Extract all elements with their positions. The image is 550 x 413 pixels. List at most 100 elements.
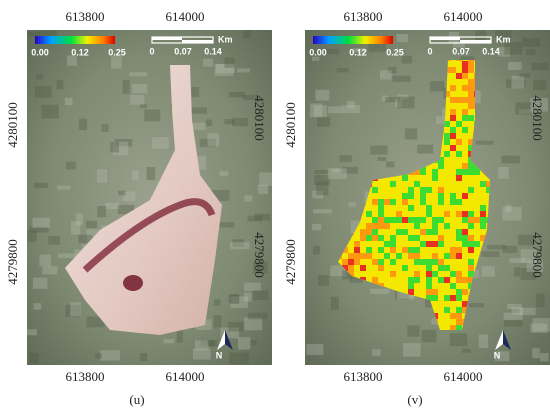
terrain-texture — [348, 202, 356, 207]
terrain-texture — [313, 245, 321, 255]
terrain-texture — [48, 236, 61, 245]
index-cell — [408, 289, 414, 295]
terrain-texture — [259, 172, 273, 186]
index-cell — [408, 217, 414, 223]
index-cell — [408, 283, 414, 289]
scale-unit: Km — [496, 34, 511, 44]
index-cell — [462, 277, 468, 283]
terrain-texture — [353, 48, 365, 53]
terrain-texture — [396, 288, 414, 300]
index-cell — [480, 235, 486, 241]
index-cell — [456, 271, 462, 277]
terrain-texture — [144, 109, 161, 122]
index-cell — [360, 265, 366, 271]
index-cell — [372, 235, 378, 241]
index-cell — [462, 229, 468, 235]
index-cell — [456, 253, 462, 259]
index-cell — [468, 265, 474, 271]
terrain-texture — [140, 103, 147, 109]
scale-label: 0.14 — [482, 46, 500, 56]
terrain-texture — [533, 79, 547, 91]
terrain-texture — [131, 83, 148, 94]
terrain-texture — [32, 217, 50, 228]
index-cell — [366, 253, 372, 259]
terrain-texture — [396, 33, 409, 43]
scale-label: 0.14 — [204, 46, 222, 56]
index-cell — [450, 193, 456, 199]
index-cell — [456, 211, 462, 217]
index-cell — [414, 253, 420, 259]
terrain-texture — [330, 265, 346, 277]
terrain-texture — [498, 167, 509, 179]
index-cell — [438, 235, 444, 241]
index-cell — [408, 187, 414, 193]
terrain-texture — [101, 124, 109, 132]
terrain-texture — [503, 319, 523, 327]
index-cell — [426, 289, 432, 295]
index-cell — [438, 193, 444, 199]
index-cell — [438, 277, 444, 283]
terrain-texture — [29, 352, 39, 364]
index-cell — [462, 115, 468, 121]
index-cell — [432, 271, 438, 277]
index-cell — [462, 67, 468, 73]
index-cell — [354, 259, 360, 265]
terrain-texture — [395, 98, 403, 108]
terrain-texture — [525, 49, 536, 55]
index-cell — [378, 259, 384, 265]
y-coordinate: 4279800 — [283, 239, 298, 285]
terrain-texture — [314, 174, 330, 186]
index-cell — [360, 253, 366, 259]
index-cell — [432, 241, 438, 247]
terrain-texture — [502, 206, 522, 221]
index-cell — [450, 115, 456, 121]
terrain-texture — [342, 270, 353, 280]
index-cell — [468, 115, 474, 121]
terrain-texture — [163, 339, 174, 344]
terrain-texture — [536, 293, 545, 308]
scale-label: 0.07 — [452, 46, 470, 56]
colorbar-label: 0.12 — [349, 47, 367, 57]
index-cell — [450, 247, 456, 253]
index-cell — [390, 247, 396, 253]
index-cell — [480, 217, 486, 223]
index-cell — [408, 277, 414, 283]
terrain-texture — [401, 55, 413, 64]
y-coordinate: 4279800 — [530, 232, 545, 278]
terrain-texture — [317, 117, 331, 127]
index-cell — [468, 169, 474, 175]
terrain-texture — [397, 94, 409, 99]
index-cell — [420, 217, 426, 223]
index-cell — [456, 73, 462, 79]
index-cell — [426, 259, 432, 265]
terrain-texture — [253, 290, 269, 301]
index-cell — [444, 223, 450, 229]
index-cell — [468, 187, 474, 193]
north-label: N — [216, 350, 223, 360]
terrain-texture — [35, 74, 43, 80]
landslide-area — [65, 65, 222, 335]
x-coordinate: 613800 — [344, 369, 383, 384]
terrain-texture — [244, 195, 253, 202]
index-cell — [444, 133, 450, 139]
terrain-texture — [371, 349, 381, 356]
index-cell — [396, 217, 402, 223]
x-coordinate: 613800 — [344, 9, 383, 24]
index-cell — [462, 241, 468, 247]
terrain-texture — [95, 353, 102, 359]
index-cell — [372, 223, 378, 229]
terrain-texture — [421, 329, 437, 343]
scar — [123, 275, 143, 291]
index-cell — [450, 127, 456, 133]
terrain-texture — [189, 122, 206, 130]
terrain-texture — [228, 294, 239, 303]
index-cell — [384, 217, 390, 223]
index-cell — [456, 325, 462, 330]
terrain-texture — [114, 139, 133, 147]
terrain-texture — [42, 266, 58, 275]
index-cell — [468, 223, 474, 229]
index-cell — [390, 181, 396, 187]
terrain-texture — [403, 343, 421, 357]
index-cell — [444, 121, 450, 127]
index-cell — [444, 91, 450, 97]
